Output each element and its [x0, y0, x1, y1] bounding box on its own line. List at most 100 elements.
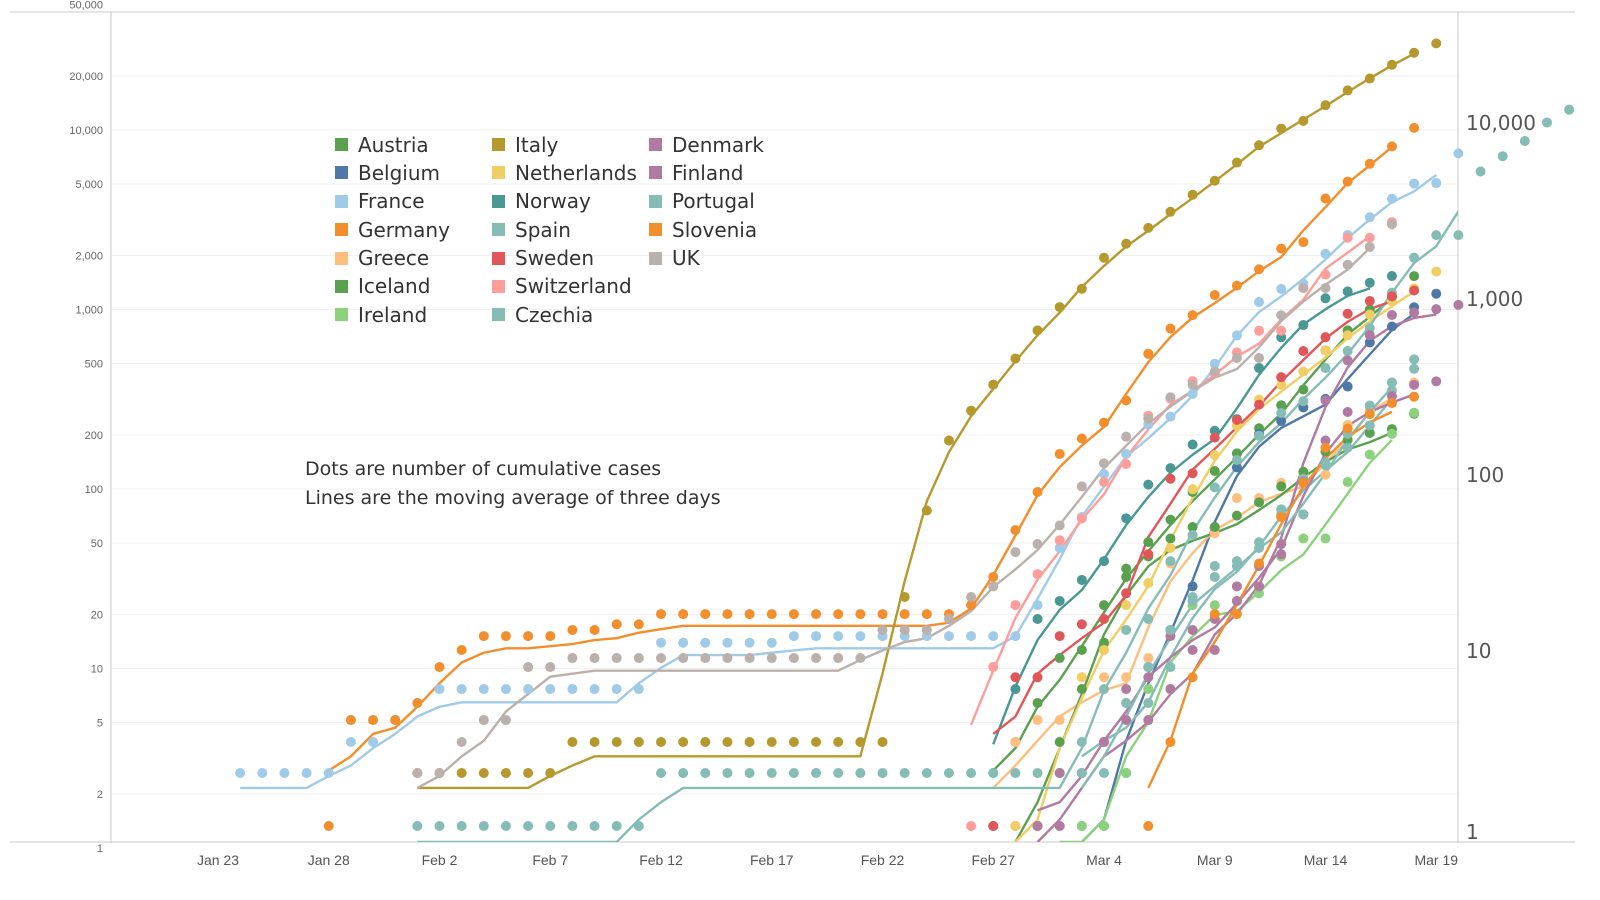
dot-iceland — [1298, 466, 1309, 477]
legend: Austria Italy Denmark Belgium Netherlands Fin… — [335, 132, 806, 327]
legend-item-greece[interactable]: Greece — [335, 246, 492, 271]
dot-portugal — [1364, 400, 1375, 411]
dot-uk — [811, 653, 822, 664]
dot-italy — [700, 737, 711, 748]
dot-germany — [589, 624, 600, 635]
legend-item-france[interactable]: France — [335, 189, 492, 214]
dot-germany — [1032, 487, 1043, 498]
dot-belgium — [1431, 288, 1442, 299]
dot-finland — [1187, 624, 1198, 635]
dot-sweden — [988, 821, 999, 831]
dot-sweden — [1165, 473, 1176, 484]
legend-swatch — [335, 251, 348, 265]
dot-norway — [1298, 320, 1309, 331]
legend-item-germany[interactable]: Germany — [335, 217, 492, 242]
dot-spain — [1254, 430, 1265, 441]
dot-finland — [1342, 407, 1353, 418]
legend-item-sweden[interactable]: Sweden — [492, 246, 649, 271]
dot-france — [1121, 448, 1132, 459]
dot-italy — [1010, 353, 1021, 364]
dot-austria — [1076, 645, 1087, 655]
dot-germany — [966, 600, 977, 611]
dot-norway — [1165, 463, 1176, 474]
x-tick-label: Jan 23 — [197, 852, 239, 868]
dot-denmark — [1143, 715, 1154, 726]
legend-item-portugal[interactable]: Portugal — [649, 189, 806, 214]
dot-germany — [656, 609, 666, 620]
legend-item-slovenia[interactable]: Slovenia — [649, 217, 806, 242]
dot-germany — [678, 609, 689, 620]
dot-iceland — [1076, 684, 1087, 695]
legend-label: Ireland — [358, 302, 428, 327]
legend-item-spain[interactable]: Spain — [492, 217, 649, 242]
dot-austria — [1298, 384, 1309, 395]
dot-italy — [921, 505, 932, 516]
legend-swatch — [492, 194, 505, 208]
legend-item-finland[interactable]: Finland — [649, 160, 806, 185]
dot-italy — [899, 592, 910, 603]
dot-uk — [700, 653, 711, 664]
dot-italy — [1076, 283, 1087, 294]
legend-item-ireland[interactable]: Ireland — [335, 302, 492, 327]
legend-item-belgium[interactable]: Belgium — [335, 160, 492, 185]
dot-germany — [766, 609, 777, 620]
dot-france — [301, 768, 312, 779]
dot-iceland — [1165, 533, 1176, 544]
dot-france — [1032, 600, 1043, 611]
legend-label: Italy — [515, 132, 559, 157]
legend-item-uk[interactable]: UK — [649, 246, 806, 271]
legend-item-italy[interactable]: Italy — [492, 132, 649, 157]
dot-netherlands — [1209, 450, 1220, 461]
legend-item-netherlands[interactable]: Netherlands — [492, 160, 649, 185]
dot-switzerland — [1364, 232, 1375, 243]
dot-switzerland — [1099, 477, 1109, 488]
dot-italy — [1143, 222, 1154, 233]
legend-item-austria[interactable]: Austria — [335, 132, 492, 157]
y-left-tick-label: 20,000 — [69, 71, 103, 83]
legend-label: France — [358, 189, 425, 214]
legend-label: Norway — [515, 189, 591, 214]
dot-uk — [744, 653, 755, 664]
dot-uk — [434, 768, 445, 779]
dot-norway — [1032, 614, 1043, 625]
dot-spain — [567, 821, 578, 831]
legend-item-iceland[interactable]: Iceland — [335, 274, 492, 299]
legend-item-czechia[interactable]: Czechia — [492, 302, 649, 327]
dot-spain — [1143, 614, 1154, 625]
dot-germany — [456, 645, 467, 655]
dot-uk — [523, 662, 534, 673]
dot-germany — [877, 609, 888, 620]
dot-uk — [1320, 282, 1331, 293]
dot-uk — [1298, 282, 1309, 293]
dot-switzerland — [1121, 458, 1132, 469]
legend-item-norway[interactable]: Norway — [492, 189, 649, 214]
dot-uk — [722, 653, 733, 664]
dot-sweden — [1231, 414, 1242, 425]
legend-item-denmark[interactable]: Denmark — [649, 132, 806, 157]
dot-germany — [523, 631, 534, 642]
dot-slovenia — [1165, 737, 1176, 748]
dot-spain — [1475, 166, 1486, 177]
dot-uk — [1165, 392, 1176, 403]
x-tick-label: Feb 2 — [422, 852, 458, 868]
dot-spain — [523, 821, 534, 831]
legend-label: Switzerland — [515, 274, 632, 299]
legend-item-switzerland[interactable]: Switzerland — [492, 274, 649, 299]
dot-spain — [966, 768, 977, 779]
y-left-tick-label: 200 — [85, 430, 103, 442]
dot-sweden — [1320, 332, 1331, 343]
dot-spain — [456, 821, 467, 831]
chart-annotation: Dots are number of cumulative cases Line… — [305, 455, 721, 513]
dot-iceland — [1054, 737, 1065, 748]
series-line-italy — [417, 52, 1415, 790]
dot-france — [744, 637, 755, 648]
dot-sweden — [1143, 549, 1154, 560]
dot-france — [1165, 411, 1176, 422]
dot-italy — [1386, 59, 1397, 70]
dot-sweden — [1121, 588, 1132, 599]
y-right-tick-label: 1 — [1466, 820, 1479, 844]
legend-label: Netherlands — [515, 160, 637, 185]
axes: 50,000 20,000 10,000 5,000 2,000 1,000 500 200 1… — [10, 0, 1575, 868]
dot-portugal — [1187, 592, 1198, 603]
series-line-czechia — [1081, 398, 1393, 758]
